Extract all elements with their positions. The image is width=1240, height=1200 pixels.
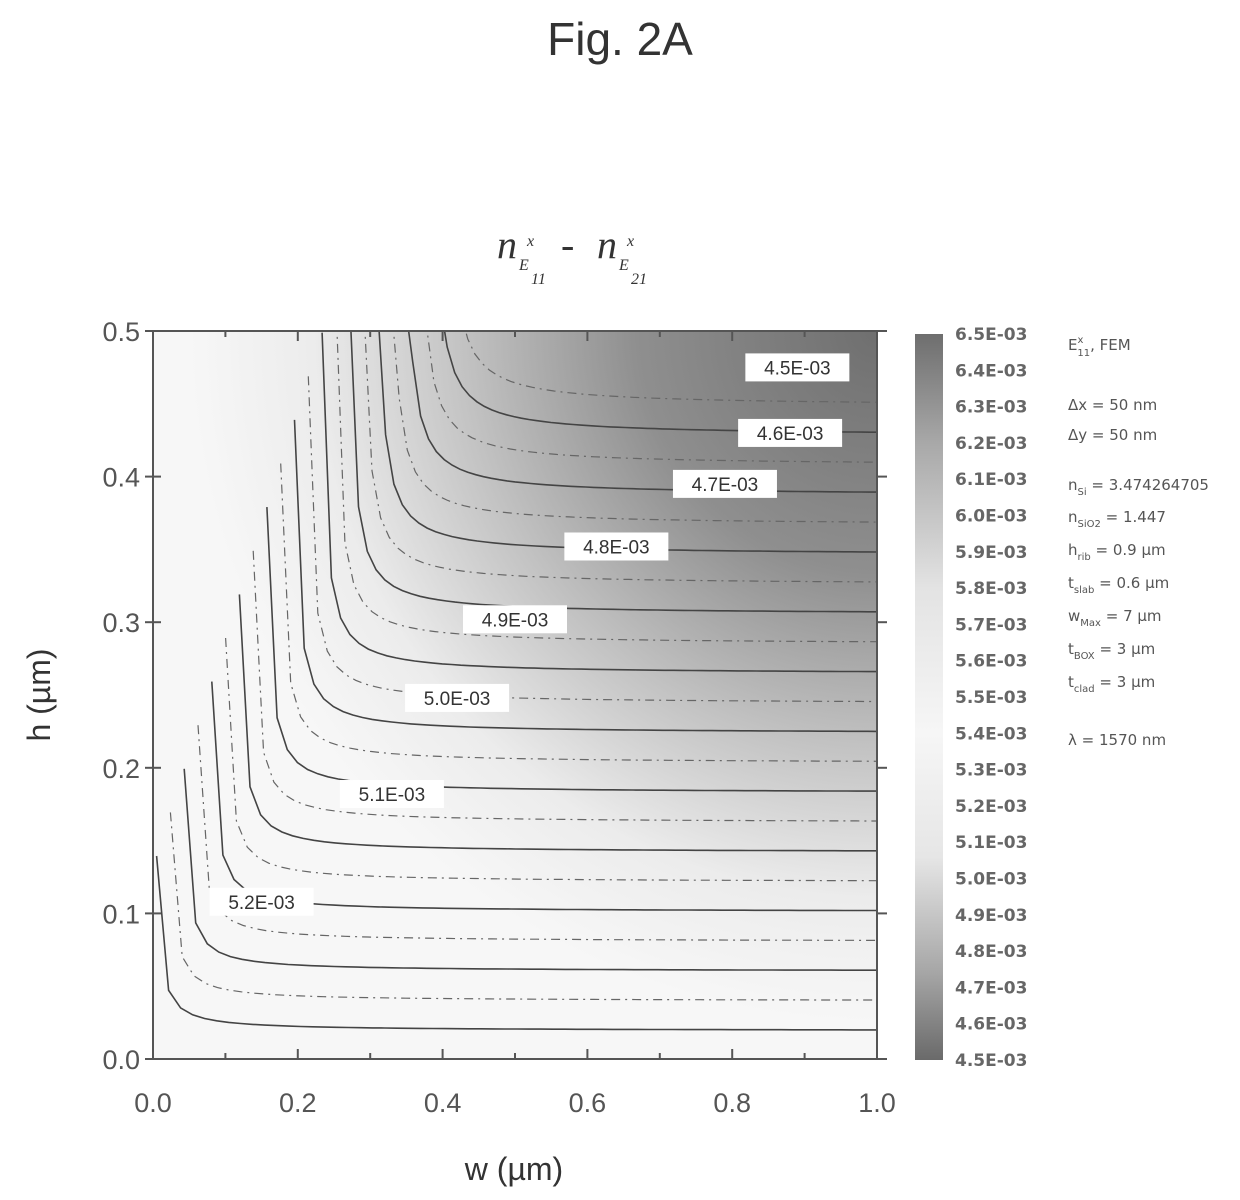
colorbar-tick-label: 5.8E-03: [955, 579, 1027, 599]
colorbar-tick-label: 6.1E-03: [955, 470, 1027, 490]
parameter-item: tslab = 0.6 µm: [1068, 574, 1169, 596]
x-tick-label: 0.4: [424, 1088, 462, 1118]
colorbar-tick-label: 4.9E-03: [955, 906, 1027, 926]
parameter-item: Δy = 50 nm: [1068, 426, 1157, 444]
colorbar-tick-label: 6.2E-03: [955, 434, 1027, 454]
colorbar-tick-label: 6.0E-03: [955, 507, 1027, 527]
colorbar-tick-label: 5.6E-03: [955, 652, 1027, 672]
contour-label: 5.1E-03: [359, 785, 426, 806]
parameter-item: Ex11, FEM: [1068, 335, 1131, 359]
colorbar-tick-label: 5.4E-03: [955, 724, 1027, 744]
title-sub-1: 21: [631, 271, 647, 288]
contour-label: 5.2E-03: [228, 893, 295, 914]
colorbar-tick-label: 4.5E-03: [955, 1051, 1027, 1071]
y-tick-label: 0.3: [102, 608, 140, 638]
y-tick-label: 0.5: [102, 317, 140, 347]
contour-label: 5.0E-03: [424, 689, 491, 710]
colorbar-tick-label: 4.8E-03: [955, 942, 1027, 962]
contour-label: 4.9E-03: [482, 610, 549, 631]
parameter-item: tBOX = 3 µm: [1068, 640, 1155, 662]
x-tick-label: 0.8: [713, 1088, 751, 1118]
x-axis-label: w (µm): [464, 1151, 563, 1187]
title-sub-0: 11: [531, 271, 546, 288]
colorbar-tick-label: 6.3E-03: [955, 398, 1027, 418]
contour-label: 4.6E-03: [757, 424, 824, 445]
colorbar-tick-label: 5.7E-03: [955, 615, 1027, 635]
y-axis-label: h (µm): [21, 648, 57, 741]
title-sup-0: x: [526, 233, 534, 250]
y-tick-label: 0.0: [102, 1045, 140, 1075]
y-tick-label: 0.1: [102, 899, 140, 929]
colorbar-tick-label: 6.5E-03: [955, 325, 1027, 345]
parameter-item: λ = 1570 nm: [1068, 731, 1166, 749]
colorbar-tick-label: 5.0E-03: [955, 870, 1027, 890]
parameter-list: Ex11, FEM Δx = 50 nm Δy = 50 nm nSi = 3.474…: [1068, 335, 1209, 749]
x-tick-label: 0.6: [569, 1088, 607, 1118]
colorbar-tick-label: 5.5E-03: [955, 688, 1027, 708]
colorbar-tick-label: 5.1E-03: [955, 833, 1027, 853]
title-sup-1: x: [626, 233, 634, 250]
colorbar-tick-label: 5.9E-03: [955, 543, 1027, 563]
colorbar-tick-label: 4.7E-03: [955, 978, 1027, 998]
parameter-item: tclad = 3 µm: [1068, 673, 1155, 695]
title-letter-1: E: [618, 257, 629, 274]
y-tick-label: 0.4: [102, 463, 140, 493]
title-letter-0: E: [518, 257, 529, 274]
parameter-item: hrib = 0.9 µm: [1068, 541, 1166, 563]
parameter-item: Δx = 50 nm: [1068, 396, 1157, 414]
colorbar-tick-label: 6.4E-03: [955, 361, 1027, 381]
contour-label: 4.7E-03: [692, 475, 759, 496]
x-tick-label: 0.2: [279, 1088, 317, 1118]
parameter-item: nSiO2 = 1.447: [1068, 508, 1166, 530]
title-part-1: n: [597, 222, 617, 267]
title-separator: -: [561, 222, 574, 267]
plot-title: nxE11-nxE21: [497, 222, 647, 288]
colorbar-labels: 6.5E-03 6.4E-03 6.3E-03 6.2E-03 6.1E-03 6.0E-…: [955, 325, 1027, 1071]
x-tick-label: 1.0: [858, 1088, 896, 1118]
y-tick-label: 0.2: [102, 754, 140, 784]
x-tick-label: 0.0: [134, 1088, 172, 1118]
parameter-item: nSi = 3.474264705: [1068, 476, 1209, 498]
title-part-0: n: [497, 222, 517, 267]
colorbar-tick-label: 4.6E-03: [955, 1015, 1027, 1035]
colorbar-tick-label: 5.3E-03: [955, 761, 1027, 781]
contour-label: 4.5E-03: [764, 358, 831, 379]
contour-label: 4.8E-03: [583, 537, 650, 558]
colorbar: [915, 334, 943, 1060]
colorbar-tick-label: 5.2E-03: [955, 797, 1027, 817]
parameter-item: wMax = 7 µm: [1068, 607, 1162, 629]
